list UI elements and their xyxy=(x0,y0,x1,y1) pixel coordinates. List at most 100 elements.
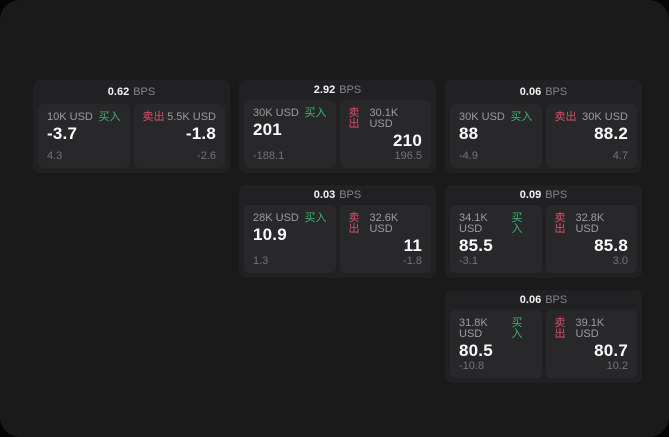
quote-grid: 0.62 BPS 10K USD 买入 -3.7 4.3 卖出 5.5K USD… xyxy=(33,80,642,383)
sell-sub-value: 196.5 xyxy=(394,150,422,162)
sell-label: 卖出 xyxy=(554,111,577,123)
buy-size: 30K USD xyxy=(459,111,505,123)
sell-panel-top: 卖出 32.8K USD xyxy=(555,213,629,235)
buy-label: 买入 xyxy=(511,317,523,341)
buy-sub-value: -4.9 xyxy=(459,150,478,162)
buy-size: 30K USD xyxy=(253,107,299,120)
buy-price: -3.7 xyxy=(47,124,78,143)
spread-value: 0.09 xyxy=(519,188,542,201)
quote-card: 0.03 BPS 28K USD 买入 10.9 1.3 卖出 32.6K US… xyxy=(239,185,436,278)
buy-panel-top: 30K USD 买入 xyxy=(253,108,327,119)
quote-panels: 34.1K USD 买入 85.5 -3.1 卖出 32.8K USD 85.8… xyxy=(445,205,642,278)
spread-header: 2.92 BPS xyxy=(239,80,436,100)
sell-size: 32.6K USD xyxy=(369,212,399,236)
buy-size: 28K USD xyxy=(253,212,299,225)
sell-panel[interactable]: 卖出 32.8K USD 85.8 3.0 xyxy=(545,205,637,273)
buy-size: 34.1K USD xyxy=(459,212,488,236)
quote-panels: 30K USD 买入 201 -188.1 卖出 30.1K USD 210 1… xyxy=(239,100,436,173)
sell-panel[interactable]: 卖出 30K USD 88.2 4.7 xyxy=(545,104,637,168)
sell-panel[interactable]: 卖出 5.5K USD -1.8 -2.6 xyxy=(133,104,225,168)
sell-price: -1.8 xyxy=(185,124,216,143)
buy-size: 10K USD xyxy=(47,111,93,123)
buy-panel[interactable]: 28K USD 买入 10.9 1.3 xyxy=(244,205,336,273)
buy-label: 买入 xyxy=(98,111,121,123)
quote-card: 2.92 BPS 30K USD 买入 201 -188.1 卖出 30.1K … xyxy=(239,80,436,173)
buy-panel-top: 30K USD 买入 xyxy=(459,112,533,123)
bps-unit-label: BPS xyxy=(545,188,568,201)
sell-sub-value: -1.8 xyxy=(403,255,422,267)
buy-price: 201 xyxy=(253,120,282,140)
buy-label: 买入 xyxy=(511,212,523,236)
bps-unit-label: BPS xyxy=(339,188,362,201)
buy-label: 买入 xyxy=(304,212,327,225)
buy-sub-value: -10.8 xyxy=(459,360,485,372)
bps-unit-label: BPS xyxy=(545,293,568,306)
quote-card: 0.06 BPS 31.8K USD 买入 80.5 -10.8 卖出 39.1… xyxy=(445,290,642,383)
sell-sub-value: -2.6 xyxy=(197,150,216,162)
bps-unit-label: BPS xyxy=(339,83,362,96)
sell-panel-top: 卖出 30.1K USD xyxy=(349,108,423,130)
quote-card: 0.09 BPS 34.1K USD 买入 85.5 -3.1 卖出 32.8K… xyxy=(445,185,642,278)
sell-size: 32.8K USD xyxy=(575,212,605,236)
sell-price: 11 xyxy=(403,236,422,256)
buy-panel[interactable]: 31.8K USD 买入 80.5 -10.8 xyxy=(450,310,542,378)
sell-price: 85.8 xyxy=(594,236,628,256)
spread-value: 0.06 xyxy=(519,85,542,98)
sell-size: 30.1K USD xyxy=(369,107,399,131)
buy-price: 80.5 xyxy=(459,341,493,361)
quote-panels: 28K USD 买入 10.9 1.3 卖出 32.6K USD 11 -1.8 xyxy=(239,205,436,278)
sell-label: 卖出 xyxy=(554,317,566,341)
quote-panels: 10K USD 买入 -3.7 4.3 卖出 5.5K USD -1.8 -2.… xyxy=(33,104,230,173)
quote-card: 0.06 BPS 30K USD 买入 88 -4.9 卖出 30K USD 8… xyxy=(445,80,642,173)
buy-panel-top: 34.1K USD 买入 xyxy=(459,213,533,235)
spread-header: 0.03 BPS xyxy=(239,185,436,205)
sell-panel-top: 卖出 30K USD xyxy=(555,112,629,123)
buy-sub-value: 4.3 xyxy=(47,150,63,162)
spread-header: 0.06 BPS xyxy=(445,290,642,310)
sell-price: 80.7 xyxy=(594,341,628,361)
spread-value: 2.92 xyxy=(313,83,336,96)
buy-panel-top: 31.8K USD 买入 xyxy=(459,318,533,340)
sell-label: 卖出 xyxy=(142,111,165,123)
buy-panel-top: 10K USD 买入 xyxy=(47,112,121,123)
quote-panels: 30K USD 买入 88 -4.9 卖出 30K USD 88.2 4.7 xyxy=(445,104,642,173)
sell-sub-value: 10.2 xyxy=(606,360,628,372)
buy-panel[interactable]: 34.1K USD 买入 85.5 -3.1 xyxy=(450,205,542,273)
sell-panel-top: 卖出 5.5K USD xyxy=(143,112,217,123)
buy-label: 买入 xyxy=(304,107,327,120)
spread-header: 0.06 BPS xyxy=(445,80,642,104)
buy-panel[interactable]: 10K USD 买入 -3.7 4.3 xyxy=(38,104,130,168)
quote-card: 0.62 BPS 10K USD 买入 -3.7 4.3 卖出 5.5K USD… xyxy=(33,80,230,173)
buy-panel[interactable]: 30K USD 买入 201 -188.1 xyxy=(244,100,336,168)
buy-price: 10.9 xyxy=(253,225,287,245)
sell-panel[interactable]: 卖出 39.1K USD 80.7 10.2 xyxy=(545,310,637,378)
buy-price: 88 xyxy=(459,124,479,143)
sell-panel[interactable]: 卖出 30.1K USD 210 196.5 xyxy=(339,100,431,168)
quote-panels: 31.8K USD 买入 80.5 -10.8 卖出 39.1K USD 80.… xyxy=(445,310,642,383)
buy-sub-value: -188.1 xyxy=(253,150,285,162)
buy-panel[interactable]: 30K USD 买入 88 -4.9 xyxy=(450,104,542,168)
buy-label: 买入 xyxy=(510,111,533,123)
bps-unit-label: BPS xyxy=(545,85,568,98)
spread-value: 0.62 xyxy=(107,85,130,98)
sell-label: 卖出 xyxy=(348,107,360,131)
spread-value: 0.06 xyxy=(519,293,542,306)
spread-header: 0.62 BPS xyxy=(33,80,230,104)
sell-sub-value: 4.7 xyxy=(612,150,628,162)
spread-header: 0.09 BPS xyxy=(445,185,642,205)
sell-panel-top: 卖出 39.1K USD xyxy=(555,318,629,340)
sell-sub-value: 3.0 xyxy=(612,255,628,267)
sell-panel[interactable]: 卖出 32.6K USD 11 -1.8 xyxy=(339,205,431,273)
sell-panel-top: 卖出 32.6K USD xyxy=(349,213,423,235)
buy-price: 85.5 xyxy=(459,236,493,256)
sell-price: 88.2 xyxy=(594,124,628,143)
sell-size: 39.1K USD xyxy=(575,317,605,341)
buy-panel-top: 28K USD 买入 xyxy=(253,213,327,224)
buy-sub-value: -3.1 xyxy=(459,255,478,267)
sell-size: 30K USD xyxy=(582,111,628,123)
sell-price: 210 xyxy=(393,131,422,151)
spread-value: 0.03 xyxy=(313,188,336,201)
sell-size: 5.5K USD xyxy=(167,111,216,123)
